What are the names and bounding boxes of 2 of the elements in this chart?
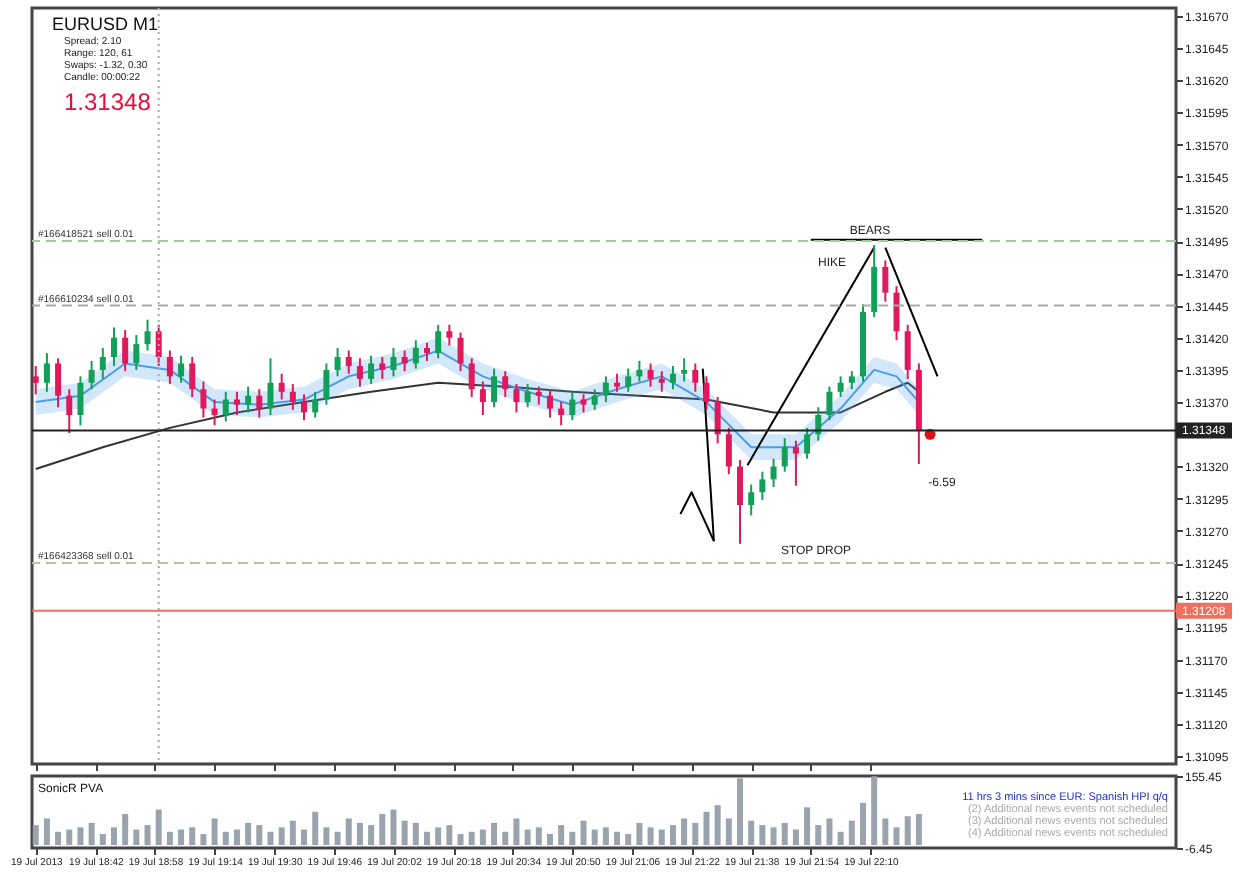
chart-title: EURUSD M1 xyxy=(52,14,159,34)
text: 1.31348 xyxy=(64,88,152,116)
